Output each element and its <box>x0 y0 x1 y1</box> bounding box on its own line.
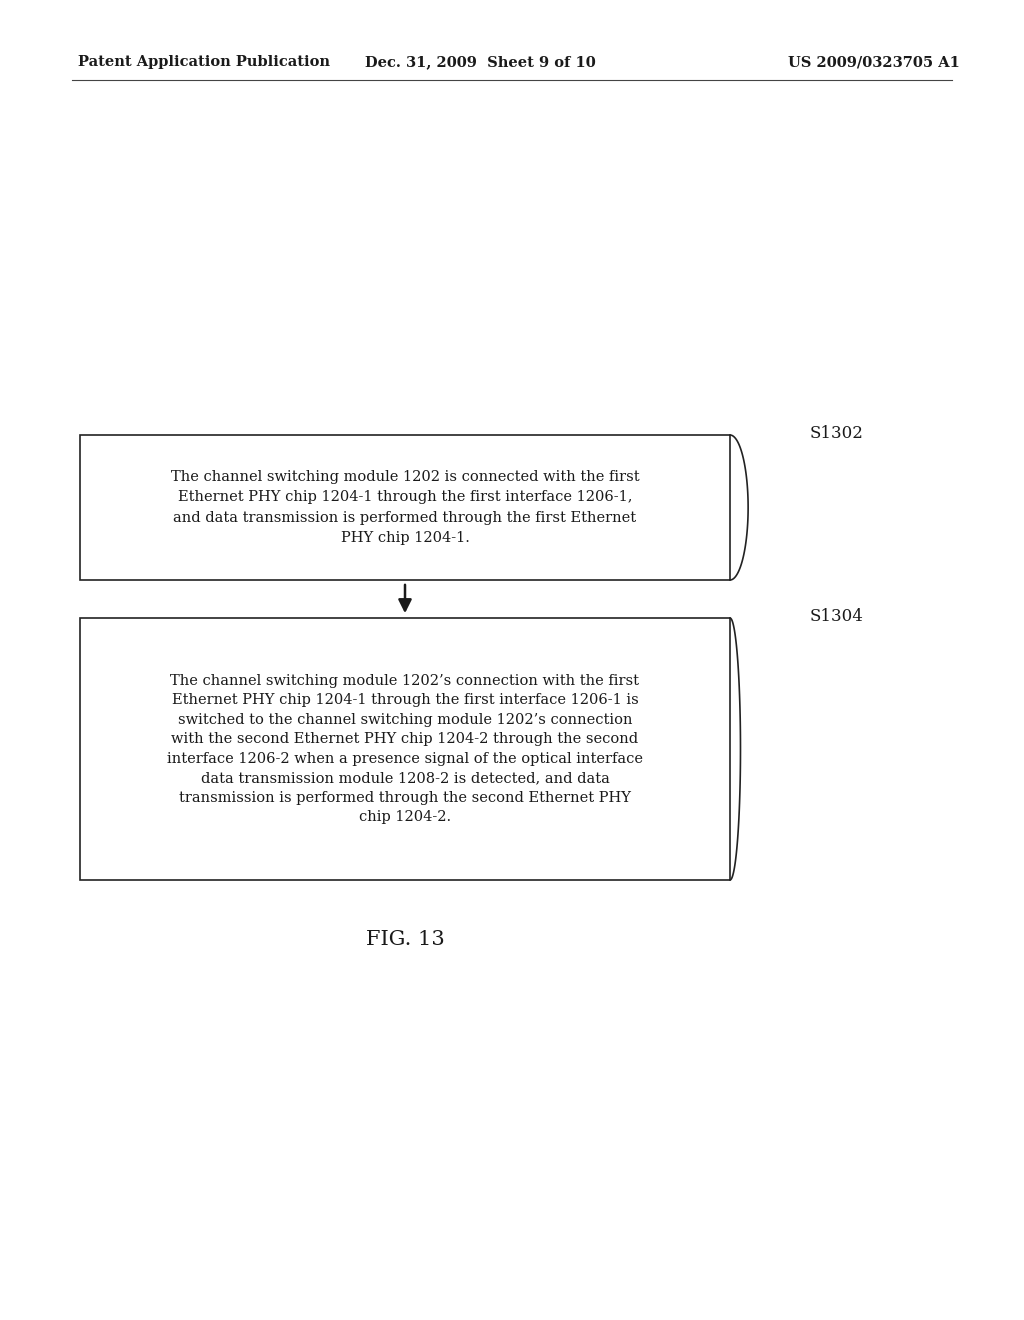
Text: Dec. 31, 2009  Sheet 9 of 10: Dec. 31, 2009 Sheet 9 of 10 <box>365 55 595 69</box>
Text: S1304: S1304 <box>810 609 864 624</box>
Bar <box>80 436 730 579</box>
Text: S1302: S1302 <box>810 425 864 442</box>
Bar <box>80 618 730 880</box>
Text: FIG. 13: FIG. 13 <box>366 931 444 949</box>
Text: US 2009/0323705 A1: US 2009/0323705 A1 <box>788 55 961 69</box>
Text: Patent Application Publication: Patent Application Publication <box>78 55 330 69</box>
Text: The channel switching module 1202’s connection with the first
Ethernet PHY chip : The channel switching module 1202’s conn… <box>167 673 643 824</box>
Text: The channel switching module 1202 is connected with the first
Ethernet PHY chip : The channel switching module 1202 is con… <box>171 470 639 545</box>
